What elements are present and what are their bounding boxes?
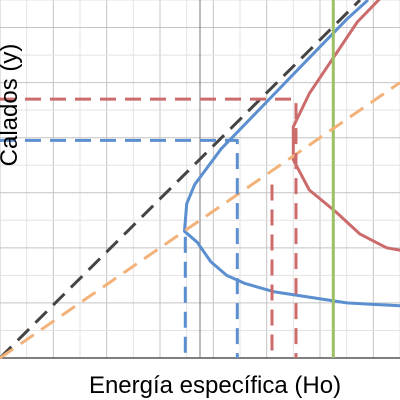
series-line-2 — [291, 0, 400, 252]
series-group — [0, 0, 400, 360]
series-line-4 — [0, 0, 362, 360]
y-axis-label: Calados (y) — [0, 44, 23, 167]
x-axis-label: Energía específica (Ho) — [89, 372, 341, 399]
series-line-1 — [183, 0, 400, 308]
series-line-5 — [0, 81, 400, 360]
series-line-6 — [0, 138, 239, 358]
